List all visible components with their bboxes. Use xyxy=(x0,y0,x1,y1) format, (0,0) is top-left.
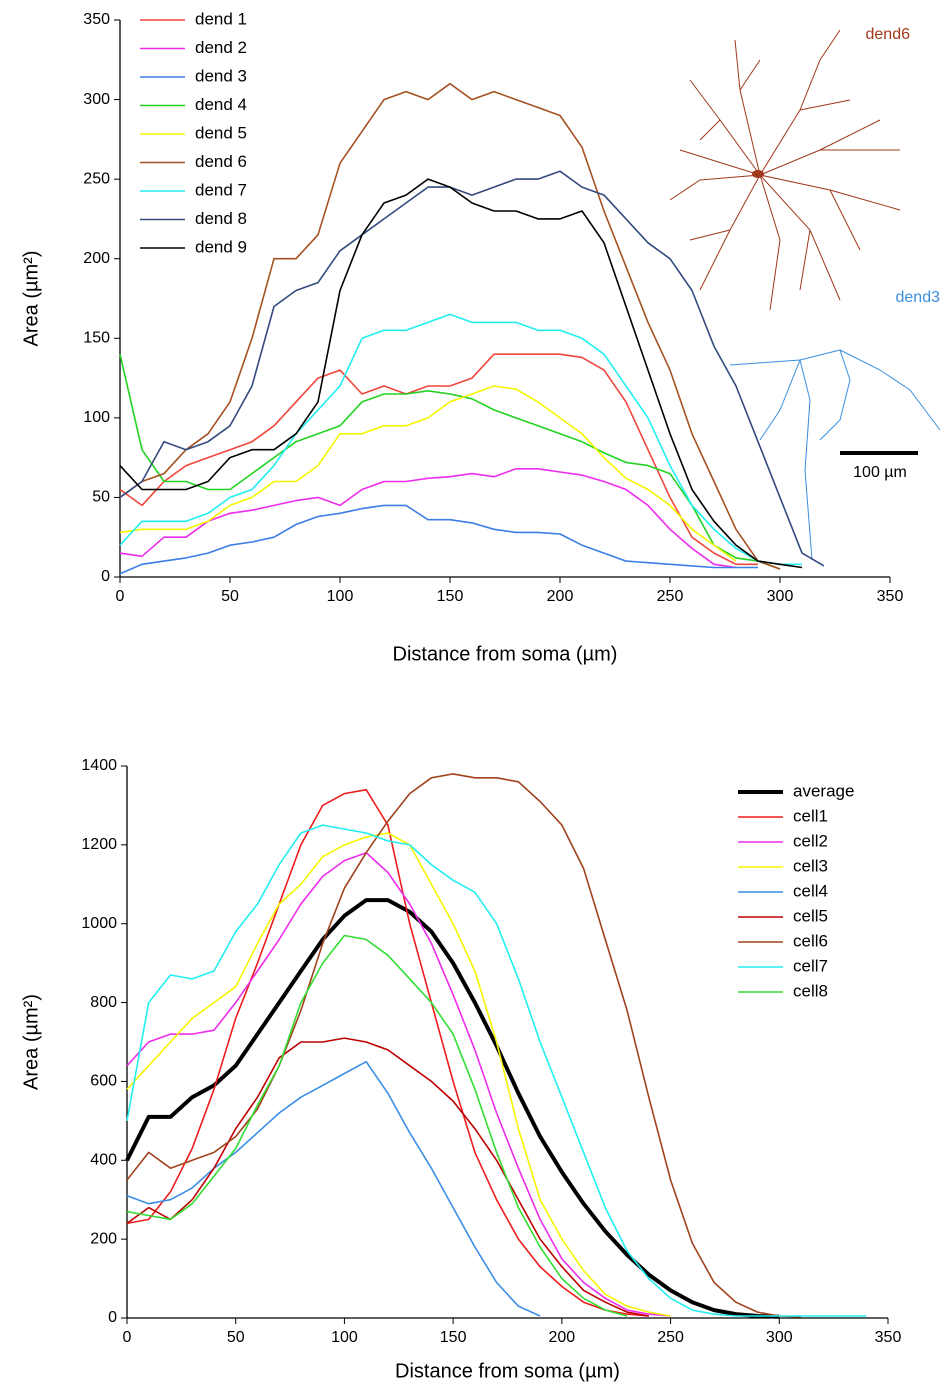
y-tick-label: 300 xyxy=(83,91,110,108)
x-tick-label: 350 xyxy=(875,1329,902,1346)
x-tick-label: 0 xyxy=(116,588,125,605)
y-tick-label: 800 xyxy=(90,994,117,1011)
legend-label: cell5 xyxy=(793,906,828,925)
y-tick-label: 250 xyxy=(83,170,110,187)
series-line xyxy=(126,1060,541,1317)
y-tick-label: 1200 xyxy=(81,836,117,853)
x-tick-label: 200 xyxy=(549,1329,576,1346)
legend-label: dend 7 xyxy=(195,180,247,199)
series-line xyxy=(119,170,825,567)
y-tick-label: 100 xyxy=(83,409,110,426)
series-line xyxy=(119,353,758,566)
annotation: dend6 xyxy=(866,26,911,43)
neuron-dend3 xyxy=(729,349,941,561)
legend-label: dend 2 xyxy=(195,38,247,57)
x-tick-label: 300 xyxy=(766,1329,793,1346)
series-line xyxy=(119,468,737,569)
series-line xyxy=(119,354,781,570)
y-tick-label: 400 xyxy=(90,1152,117,1169)
series-line xyxy=(119,178,803,569)
y-tick-label: 0 xyxy=(108,1309,117,1326)
legend-label: cell2 xyxy=(793,831,828,850)
x-tick-label: 200 xyxy=(547,588,574,605)
x-tick-label: 0 xyxy=(123,1329,132,1346)
x-tick-label: 150 xyxy=(440,1329,467,1346)
legend-label: cell1 xyxy=(793,806,828,825)
annotation: 100 µm xyxy=(853,464,907,481)
legend-label: cell7 xyxy=(793,956,828,975)
y-tick-label: 50 xyxy=(92,489,110,506)
y-tick-label: 200 xyxy=(90,1230,117,1247)
series-line xyxy=(126,832,671,1317)
axes xyxy=(126,766,888,1319)
x-tick-label: 100 xyxy=(331,1329,358,1346)
y-tick-label: 1000 xyxy=(81,915,117,932)
series-line xyxy=(126,1037,649,1317)
annotation: dend3 xyxy=(896,289,941,306)
neuron-dend6 xyxy=(669,29,901,311)
legend-label: dend 1 xyxy=(195,9,247,28)
series-line xyxy=(119,82,781,570)
y-tick-label: 200 xyxy=(83,250,110,267)
series-line xyxy=(125,898,780,1319)
x-tick-label: 150 xyxy=(437,588,464,605)
legend-label: dend 8 xyxy=(195,209,247,228)
y-axis-label: Area (µm²) xyxy=(20,251,42,347)
series-line xyxy=(126,934,628,1317)
y-tick-label: 150 xyxy=(83,330,110,347)
legend-label: dend 9 xyxy=(195,237,247,256)
y-tick-label: 0 xyxy=(101,568,110,585)
series-line xyxy=(126,824,867,1317)
y-tick-label: 350 xyxy=(83,11,110,28)
x-tick-label: 50 xyxy=(227,1329,245,1346)
legend-label: dend 6 xyxy=(195,152,247,171)
legend-label: cell8 xyxy=(793,981,828,1000)
series-line xyxy=(119,385,737,562)
series-line xyxy=(119,504,758,575)
legend-label: cell4 xyxy=(793,881,828,900)
series-line xyxy=(119,313,802,566)
legend-label: average xyxy=(793,781,854,800)
legend-label: cell6 xyxy=(793,931,828,950)
series-line xyxy=(126,788,649,1317)
x-tick-label: 100 xyxy=(327,588,354,605)
legend-label: dend 3 xyxy=(195,66,247,85)
y-axis-label: Area (µm²) xyxy=(20,994,42,1090)
y-tick-label: 600 xyxy=(90,1073,117,1090)
x-tick-label: 350 xyxy=(877,588,904,605)
x-tick-label: 300 xyxy=(767,588,794,605)
x-tick-label: 250 xyxy=(657,1329,684,1346)
y-tick-label: 1400 xyxy=(81,757,117,774)
legend-label: cell3 xyxy=(793,856,828,875)
x-tick-label: 250 xyxy=(657,588,684,605)
series-line xyxy=(126,851,671,1317)
x-tick-label: 50 xyxy=(221,588,239,605)
legend-label: dend 5 xyxy=(195,123,247,142)
series-line xyxy=(126,773,802,1318)
legend-label: dend 4 xyxy=(195,95,247,114)
x-axis-label: Distance from soma (µm) xyxy=(393,643,618,665)
x-axis-label: Distance from soma (µm) xyxy=(395,1360,620,1382)
